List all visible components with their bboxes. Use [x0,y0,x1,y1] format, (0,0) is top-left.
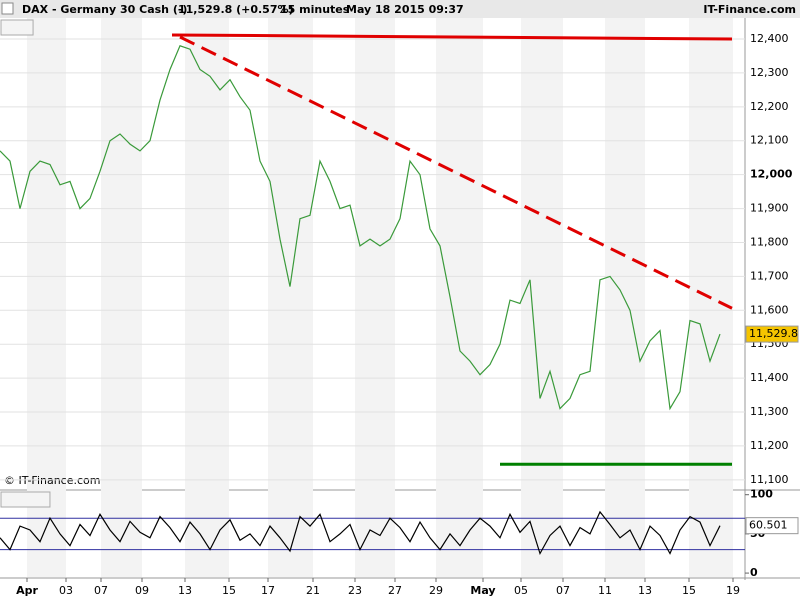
x-tick-label: 05 [514,584,528,597]
symbol: DAX - Germany 30 Cash (-) [22,3,187,16]
y-tick-label: 12,300 [750,66,789,79]
header-icon [1,2,14,15]
panel-title-box [0,19,34,36]
series-line [0,45,721,411]
day-band [521,18,563,577]
x-tick-label: 09 [135,584,149,597]
day-bands [27,18,733,577]
y-tick-label: 11,400 [750,371,789,384]
x-tick-label: 15 [222,584,236,597]
day-band [185,18,229,577]
x-tick-label: 13 [638,584,652,597]
trendline [171,33,733,41]
day-band [101,18,142,577]
x-tick-label: May [470,584,495,597]
series-line [0,510,721,556]
datetime: May 18 2015 09:37 [346,3,464,16]
y-tick-label: 11,600 [750,303,789,316]
y-tick-label: 12,200 [750,100,789,113]
last-value-box [745,325,799,343]
x-tick-label: 27 [388,584,402,597]
x-tick-label: 23 [348,584,362,597]
y-tick-label: 11,200 [750,439,789,452]
y-tick-label: 12,100 [750,134,789,147]
x-tick-label: 19 [726,584,740,597]
y-tick-label: 11,100 [750,473,789,486]
y-tick-label: 11,300 [750,405,789,418]
x-tick-label: 29 [429,584,443,597]
x-tick-label: 17 [261,584,275,597]
last-value-box [745,517,799,535]
x-tick-label: 13 [178,584,192,597]
brand: IT-Finance.com [703,3,796,16]
y-tick-label: 0 [750,566,758,579]
y-tick-label: 11,800 [750,235,789,248]
quote: 11,529.8 (+0.57%) [178,3,294,16]
y-tick-label: 12,000 [750,168,793,181]
panel-title-box [0,491,51,508]
day-band [355,18,395,577]
last-value-label: 60.501 [749,519,788,532]
watermark: © IT-Finance.com [4,474,101,487]
x-tick-label: 21 [306,584,320,597]
day-band [268,18,313,577]
x-tick-label: Apr [16,584,38,597]
y-tick-label: 11,900 [750,202,789,215]
interval: 15 minutes [280,3,350,16]
trendline [179,35,733,310]
day-band [605,18,645,577]
x-tick-label: 07 [94,584,108,597]
last-value-label: 11,529.8 [749,327,798,340]
y-tick-label: 100 [750,488,773,501]
header-bar [0,0,800,18]
day-band [436,18,483,577]
x-tick-label: 03 [59,584,73,597]
x-tick-label: 11 [598,584,612,597]
y-tick-label: 12,400 [750,32,789,45]
x-tick-label: 07 [556,584,570,597]
day-band [27,18,66,577]
x-tick-label: 15 [682,584,696,597]
y-tick-label: 11,700 [750,269,789,282]
